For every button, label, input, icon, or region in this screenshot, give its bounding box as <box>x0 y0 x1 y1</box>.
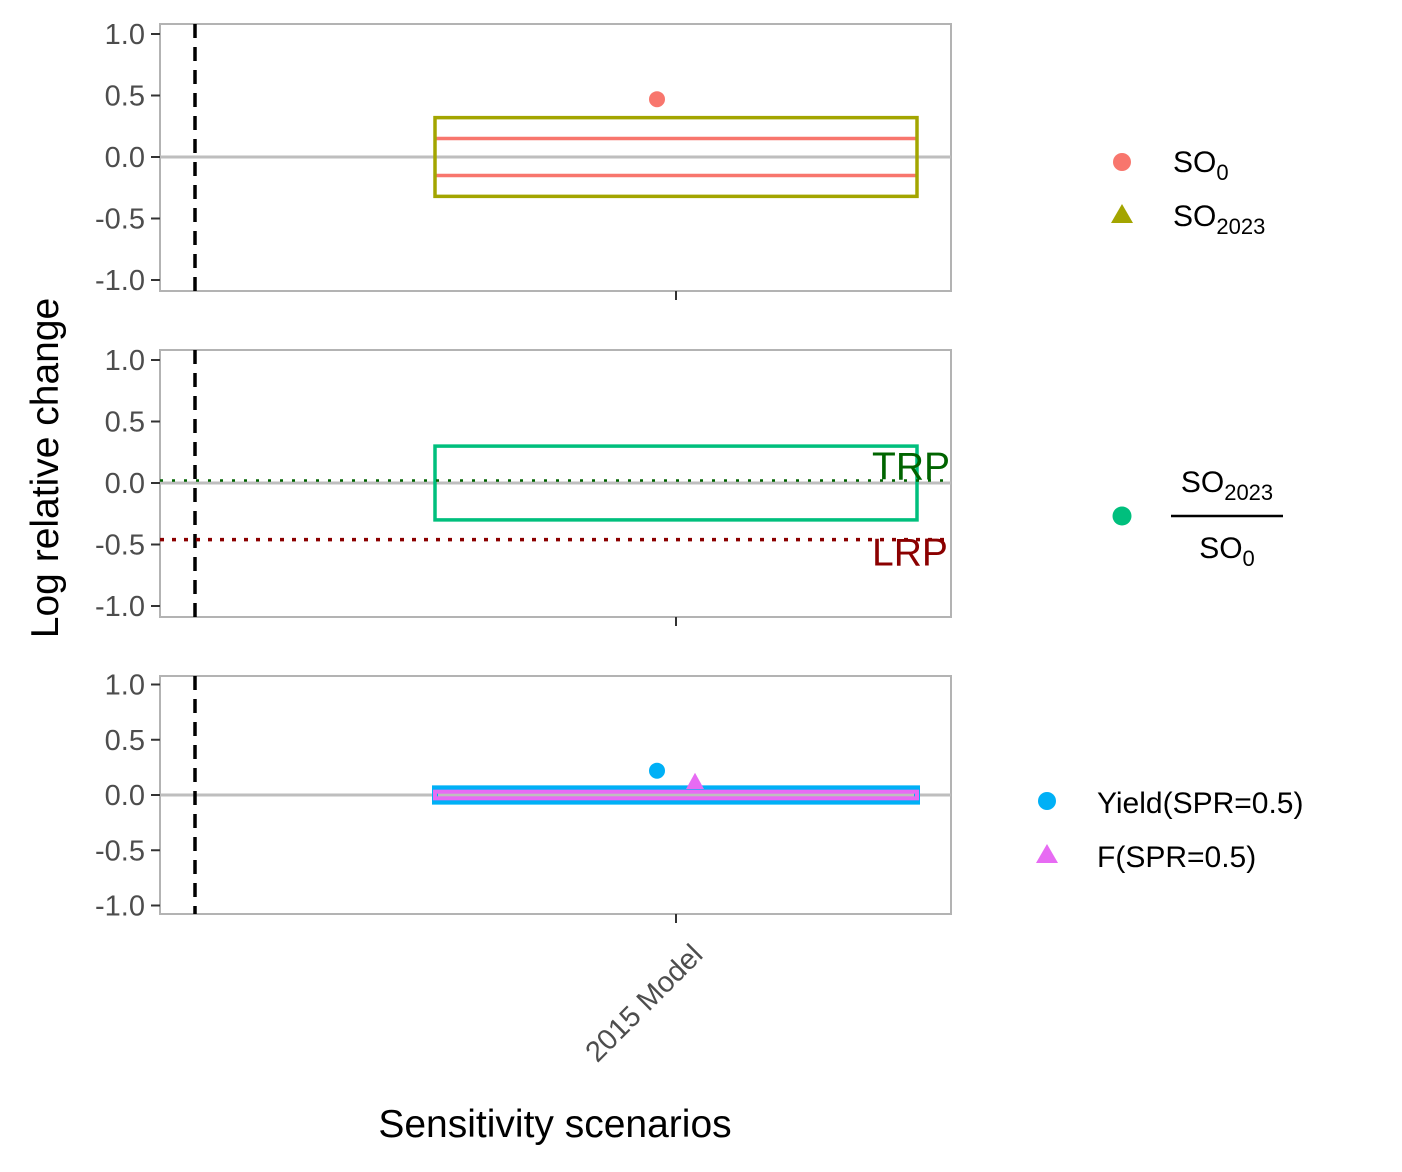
panel-3: 1.0 0.5 0.0 -0.5 -1.0 <box>95 670 952 923</box>
band-rect <box>433 115 919 199</box>
panel-3-yaxis: 1.0 0.5 0.0 -0.5 -1.0 <box>95 670 160 923</box>
legend-ratio-den-base: SO <box>1199 532 1242 565</box>
legend-so0-base: SO <box>1173 146 1216 179</box>
legend-ratio-num-sub: 2023 <box>1224 480 1273 505</box>
y-tick-label: 1.0 <box>105 19 145 51</box>
y-tick-label: 0.5 <box>105 407 145 439</box>
x-axis-title: Sensitivity scenarios <box>378 1103 731 1146</box>
y-axis-title: Log relative change <box>24 298 67 638</box>
legend-so0-label: SO0 <box>1173 146 1229 185</box>
y-tick-label: 1.0 <box>105 345 145 377</box>
legend-so2023-label: SO2023 <box>1173 200 1265 239</box>
y-tick-label: 0.0 <box>105 468 145 500</box>
legend-1: SO0 SO2023 <box>1111 146 1265 239</box>
panel-2-reflines: TRP LRP <box>160 446 951 575</box>
legend-ratio-numerator: SO2023 <box>1181 466 1273 505</box>
y-tick-label: -1.0 <box>95 891 145 923</box>
legend-yield-label: Yield(SPR=0.5) <box>1097 787 1303 820</box>
y-tick-label: -1.0 <box>95 591 145 623</box>
y-tick-label: -1.0 <box>95 265 145 297</box>
legend-so2023-base: SO <box>1173 200 1216 233</box>
y-tick-label: -0.5 <box>95 835 145 867</box>
point <box>649 91 665 108</box>
panel-2-yaxis: 1.0 0.5 0.0 -0.5 -1.0 <box>95 345 160 623</box>
panel-1-yaxis: 1.0 0.5 0.0 -0.5 -1.0 <box>95 19 160 297</box>
y-tick-label: 1.0 <box>105 670 145 702</box>
legend-so0-key <box>1113 153 1131 171</box>
legend-ratio-key <box>1112 506 1132 526</box>
point <box>649 762 665 779</box>
panel-2-bands <box>433 444 919 522</box>
x-tick-label: 2015 Model <box>580 939 710 1069</box>
y-tick-label: 0.5 <box>105 81 145 113</box>
panel-3-bands <box>432 785 920 805</box>
y-tick-label: -0.5 <box>95 204 145 236</box>
legend-so0-sub: 0 <box>1216 160 1228 185</box>
legend-yield-key <box>1038 792 1056 810</box>
legend-so2023-key <box>1111 204 1133 223</box>
legend-f-label: F(SPR=0.5) <box>1097 841 1256 874</box>
legend-3: Yield(SPR=0.5) F(SPR=0.5) <box>1036 787 1303 874</box>
legend-so2023-sub: 2023 <box>1216 214 1265 239</box>
panel-2: TRP LRP 1.0 0.5 0.0 -0.5 -1.0 <box>95 345 952 626</box>
ref-label-lrp: LRP <box>872 532 948 575</box>
band-rect <box>433 789 919 801</box>
panel-1: 1.0 0.5 0.0 -0.5 -1.0 <box>95 19 952 300</box>
legend-ratio-num-base: SO <box>1181 466 1224 499</box>
y-tick-label: 0.5 <box>105 725 145 757</box>
panel-3-points <box>649 762 704 789</box>
legend-f-key <box>1036 844 1058 863</box>
band-rect <box>433 444 919 522</box>
y-tick-label: 0.0 <box>105 142 145 174</box>
panel-1-bands <box>433 115 919 199</box>
ref-label-trp: TRP <box>872 446 950 489</box>
point <box>686 772 704 789</box>
legend-2: SO2023 SO0 <box>1112 466 1283 571</box>
y-tick-label: 0.0 <box>105 780 145 812</box>
legend-ratio-den-sub: 0 <box>1243 546 1255 571</box>
panel-1-points <box>649 91 665 108</box>
y-tick-label: -0.5 <box>95 530 145 562</box>
legend-ratio-denominator: SO0 <box>1199 532 1255 571</box>
